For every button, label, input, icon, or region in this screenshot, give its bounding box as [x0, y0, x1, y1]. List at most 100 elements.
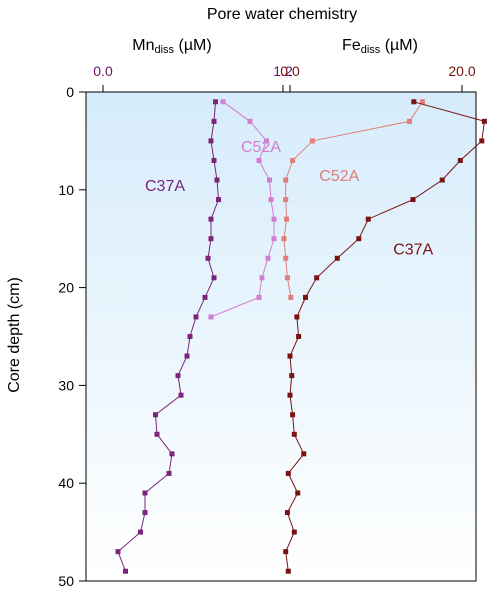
data-point — [175, 373, 181, 379]
data-point — [187, 334, 193, 339]
plot-area — [85, 91, 477, 582]
data-point — [365, 216, 371, 222]
data-point — [334, 255, 340, 261]
data-point — [481, 118, 487, 124]
data-point — [214, 177, 220, 183]
data-point — [407, 118, 413, 124]
data-point — [268, 197, 274, 203]
data-point — [295, 490, 301, 496]
data-point — [410, 197, 416, 203]
data-point — [153, 412, 158, 418]
fe-axis: 0.0 20.0 — [280, 63, 476, 92]
data-point — [309, 138, 315, 144]
data-point — [296, 334, 302, 339]
data-point — [142, 490, 148, 496]
data-point — [291, 431, 297, 437]
fe-axis-label-base: Fe — [342, 37, 361, 54]
data-point — [123, 568, 128, 574]
data-point — [419, 99, 425, 105]
data-point — [202, 294, 208, 300]
mn-axis-label-base: Mn — [132, 37, 154, 54]
series-fe-c52a: C52A — [281, 99, 425, 300]
data-point — [283, 177, 289, 183]
data-point — [193, 314, 199, 320]
mn-axis-label-sub: diss — [155, 44, 175, 56]
data-point — [216, 197, 221, 203]
data-point — [205, 255, 211, 261]
data-point — [211, 118, 217, 124]
series-label: C52A — [319, 168, 359, 185]
data-point — [281, 236, 287, 242]
y-tick-label: 20 — [58, 280, 74, 296]
data-point — [285, 568, 291, 574]
data-point — [208, 138, 214, 144]
fe-axis-label-sub: diss — [361, 44, 381, 56]
y-tick-label: 40 — [58, 475, 74, 491]
data-point — [154, 431, 160, 437]
data-point — [314, 275, 320, 281]
data-point — [169, 451, 175, 457]
data-point — [411, 99, 417, 105]
data-point — [259, 275, 265, 281]
series-layer: C37A C52A C52A C37A — [115, 99, 487, 574]
y-tick-label: 50 — [58, 573, 74, 589]
data-point — [439, 177, 445, 183]
data-point — [294, 314, 300, 320]
data-point — [184, 353, 190, 359]
data-point — [267, 177, 272, 183]
data-point — [287, 353, 293, 359]
series-label: C37A — [145, 178, 185, 195]
data-point — [220, 99, 226, 105]
data-point — [256, 294, 262, 300]
series-mn-c37a: C37A — [115, 99, 221, 574]
data-point — [288, 294, 294, 300]
data-point — [284, 275, 290, 281]
data-point — [457, 157, 463, 163]
data-point — [284, 510, 290, 516]
data-point — [285, 470, 291, 476]
data-point — [283, 197, 289, 203]
y-axis-label: Core depth (cm) — [6, 277, 23, 393]
data-point — [289, 373, 295, 379]
mn-axis: 0.0 1.2 — [93, 63, 293, 92]
top-tick-label: 0.0 — [93, 63, 113, 79]
data-point — [208, 236, 214, 242]
data-point — [264, 138, 269, 144]
data-point — [213, 99, 218, 105]
data-point — [284, 216, 290, 222]
series-fe-c37a: C37A — [283, 99, 487, 574]
data-point — [290, 157, 296, 163]
data-point — [302, 294, 308, 300]
data-point — [256, 157, 262, 163]
data-point — [283, 549, 289, 555]
chart-title: Pore water chemistry — [207, 6, 357, 23]
data-point — [287, 392, 293, 398]
data-point — [301, 451, 307, 457]
mn-axis-label-unit: (µM) — [174, 37, 212, 54]
top-tick-label: 0.0 — [280, 63, 300, 79]
fe-axis-label-unit: (µM) — [380, 37, 418, 54]
series-label: C52A — [241, 139, 281, 156]
series-mn-c52a: C52A — [208, 99, 281, 320]
data-point — [247, 118, 253, 124]
data-point — [479, 138, 485, 144]
y-axis: 0 10 20 30 40 50 — [58, 84, 86, 589]
fe-axis-label: Fediss (µM) — [342, 37, 418, 56]
y-tick-label: 30 — [58, 377, 74, 393]
data-point — [138, 529, 143, 535]
mn-axis-label: Mndiss (µM) — [132, 37, 211, 56]
data-point — [356, 236, 362, 242]
data-point — [271, 236, 277, 242]
data-point — [265, 255, 271, 261]
data-point — [211, 275, 217, 281]
data-point — [283, 255, 289, 261]
y-tick-label: 10 — [58, 182, 74, 198]
y-tick-label: 0 — [66, 84, 74, 100]
data-point — [291, 529, 297, 535]
data-point — [271, 216, 277, 222]
data-point — [211, 157, 217, 163]
data-point — [142, 510, 148, 516]
top-tick-label: 1.2 — [273, 63, 293, 79]
data-point — [208, 314, 214, 320]
